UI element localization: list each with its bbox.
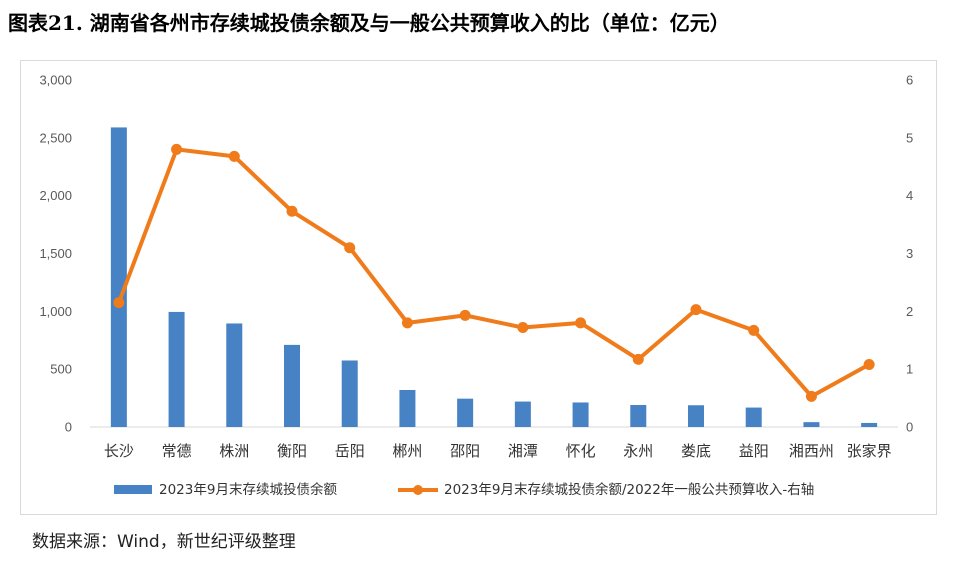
- x-category-label: 邵阳: [450, 442, 480, 460]
- line-point: [575, 317, 587, 329]
- bar: [284, 344, 300, 427]
- x-category-label: 张家界: [847, 442, 892, 460]
- bar: [514, 401, 531, 427]
- y-left-tick-label: 500: [50, 362, 72, 377]
- x-category-label: 永州: [623, 442, 653, 460]
- x-category-label: 株洲: [219, 442, 249, 460]
- bar: [168, 311, 185, 427]
- x-category-label: 岳阳: [335, 442, 365, 460]
- bar: [745, 407, 762, 427]
- bar: [457, 398, 474, 427]
- line-point: [690, 304, 702, 316]
- bar: [341, 360, 358, 427]
- line-point: [113, 297, 125, 309]
- line-point: [863, 359, 875, 371]
- y-right-tick-label: 2: [906, 304, 913, 319]
- chart-frame: [20, 60, 937, 515]
- line-point: [228, 150, 240, 162]
- line-point: [748, 324, 760, 336]
- legend-line-label: 2023年9月末存续城投债余额/2022年一般公共预算收入-右轴: [444, 481, 814, 498]
- line-point: [459, 309, 471, 321]
- x-category-label: 长沙: [104, 442, 134, 460]
- bar: [110, 127, 127, 427]
- y-right-tick-label: 4: [906, 188, 913, 203]
- y-right-tick-label: 1: [906, 362, 913, 377]
- y-left-tick-label: 1,000: [39, 304, 72, 319]
- bar: [688, 405, 704, 427]
- bar: [226, 323, 243, 427]
- bar: [861, 422, 878, 427]
- x-category-label: 湘西州: [789, 442, 834, 460]
- bar: [803, 422, 820, 427]
- line-point: [286, 205, 298, 217]
- line-point: [517, 322, 529, 334]
- line-point: [401, 317, 413, 329]
- source-note: 数据来源：Wind，新世纪评级整理: [32, 532, 296, 552]
- y-left-tick-label: 2,500: [39, 130, 72, 145]
- y-right-tick-label: 0: [906, 420, 913, 435]
- line-point: [632, 353, 644, 365]
- chart-title: 图表21. 湖南省各州市存续城投债余额及与一般公共预算收入的比（单位：亿元）: [8, 11, 730, 35]
- y-left-tick-label: 3,000: [39, 73, 72, 88]
- y-right-tick-label: 3: [906, 246, 913, 261]
- legend-bar-swatch: [114, 485, 152, 494]
- x-category-label: 常德: [162, 442, 192, 460]
- x-category-label: 娄底: [681, 442, 711, 460]
- x-category-label: 郴州: [392, 442, 422, 460]
- x-category-label: 益阳: [739, 442, 769, 460]
- x-category-label: 怀化: [566, 442, 596, 460]
- y-right-tick-label: 6: [906, 73, 913, 88]
- y-left-tick-label: 2,000: [39, 188, 72, 203]
- line-point: [805, 390, 817, 402]
- line-point: [344, 242, 356, 254]
- bar: [572, 402, 589, 427]
- bar: [399, 389, 416, 427]
- y-left-tick-label: 1,500: [39, 246, 72, 261]
- x-category-label: 湘潭: [508, 442, 538, 460]
- y-right-tick-label: 5: [906, 130, 913, 145]
- legend-line-marker: [413, 485, 423, 495]
- legend-bar-label: 2023年9月末存续城投债余额: [159, 481, 337, 498]
- y-left-tick-label: 0: [65, 420, 72, 435]
- bar: [630, 405, 647, 427]
- ratio-line: [116, 147, 871, 399]
- x-category-label: 衡阳: [277, 442, 307, 460]
- line-point: [171, 143, 183, 155]
